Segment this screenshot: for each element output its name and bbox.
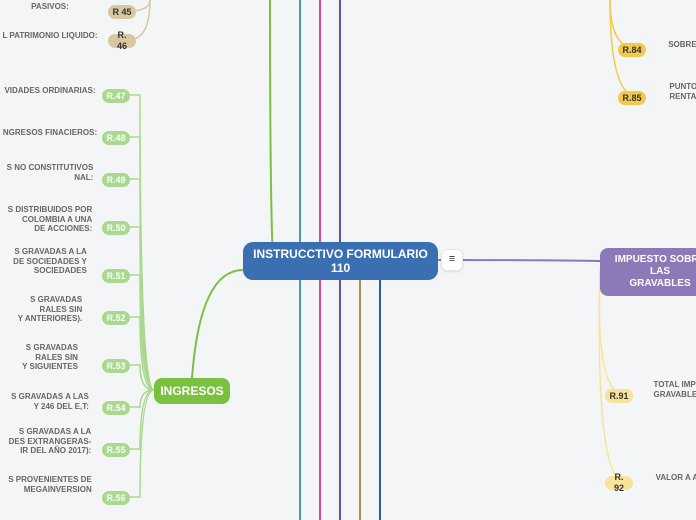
root-title: INSTRUCCTIVO FORMULARIO 110 bbox=[253, 247, 428, 276]
impuesto-label: IMPUESTO SOBRE LAS GRAVABLES bbox=[608, 254, 696, 290]
label-r53: S GRAVADAS RALES SIN Y SIGUIENTES bbox=[0, 343, 100, 372]
expand-icon[interactable]: ≡ bbox=[441, 249, 463, 271]
chip-r56[interactable]: R.56 bbox=[102, 491, 130, 505]
menu-icon: ≡ bbox=[449, 253, 455, 266]
chip-r49[interactable]: R.49 bbox=[102, 173, 130, 187]
label-r52: S GRAVADAS RALES SIN Y ANTERIORES). bbox=[0, 295, 100, 324]
label-r47: VIDADES ORDINARIAS: bbox=[0, 86, 100, 96]
label-r92: VALOR A AI bbox=[648, 473, 696, 483]
mindmap-canvas: INSTRUCCTIVO FORMULARIO 110 ≡ INGRESOS P… bbox=[0, 0, 696, 520]
label-r48: NGRESOS FINACIEROS: bbox=[0, 128, 100, 138]
label-r49: S NO CONSTITUTIVOS NAL: bbox=[0, 163, 100, 182]
chip-r84[interactable]: R.84 bbox=[618, 43, 646, 57]
label-r54: S GRAVADAS A LAS Y 246 DEL E,T: bbox=[0, 392, 100, 411]
label-r84: SOBRE L bbox=[656, 40, 696, 50]
label-r50: S DISTRIBUIDOS POR COLOMBIA A UNA DE ACC… bbox=[0, 205, 100, 234]
chip-r54[interactable]: R.54 bbox=[102, 401, 130, 415]
chip-r51[interactable]: R.51 bbox=[102, 269, 130, 283]
label-r55: S GRAVADAS A LA DES EXTRANGERAS- IR DEL … bbox=[0, 427, 100, 456]
chip-r53[interactable]: R.53 bbox=[102, 359, 130, 373]
label-r91: TOTAL IMPL GRAVABLES bbox=[648, 380, 696, 399]
chip-r50[interactable]: R.50 bbox=[102, 221, 130, 235]
chip-r92[interactable]: R. 92 bbox=[605, 476, 633, 490]
label-r56: S PROVENIENTES DE MEGAINVERSION bbox=[0, 475, 100, 494]
chip-r47[interactable]: R.47 bbox=[102, 89, 130, 103]
chip-r91[interactable]: R.91 bbox=[605, 389, 633, 403]
label-r51: S GRAVADAS A LA DE SOCIEDADES Y SOCIEDAD… bbox=[0, 247, 100, 276]
chip-r46[interactable]: R. 46 bbox=[108, 34, 136, 48]
root-node[interactable]: INSTRUCCTIVO FORMULARIO 110 bbox=[243, 242, 438, 280]
ingresos-node[interactable]: INGRESOS bbox=[154, 378, 230, 404]
chip-r52[interactable]: R.52 bbox=[102, 311, 130, 325]
chip-r45[interactable]: R 45 bbox=[108, 5, 136, 19]
label-r46: L PATRIMONIO LIQUIDO: bbox=[0, 31, 100, 41]
chip-r55[interactable]: R.55 bbox=[102, 443, 130, 457]
impuesto-node[interactable]: IMPUESTO SOBRE LAS GRAVABLES bbox=[600, 248, 696, 296]
label-r45: PASIVOS: bbox=[0, 2, 100, 12]
chip-r48[interactable]: R.48 bbox=[102, 131, 130, 145]
label-r85: PUNTOS RENTA: bbox=[656, 82, 696, 101]
chip-r85[interactable]: R.85 bbox=[618, 91, 646, 105]
ingresos-label: INGRESOS bbox=[160, 384, 223, 398]
